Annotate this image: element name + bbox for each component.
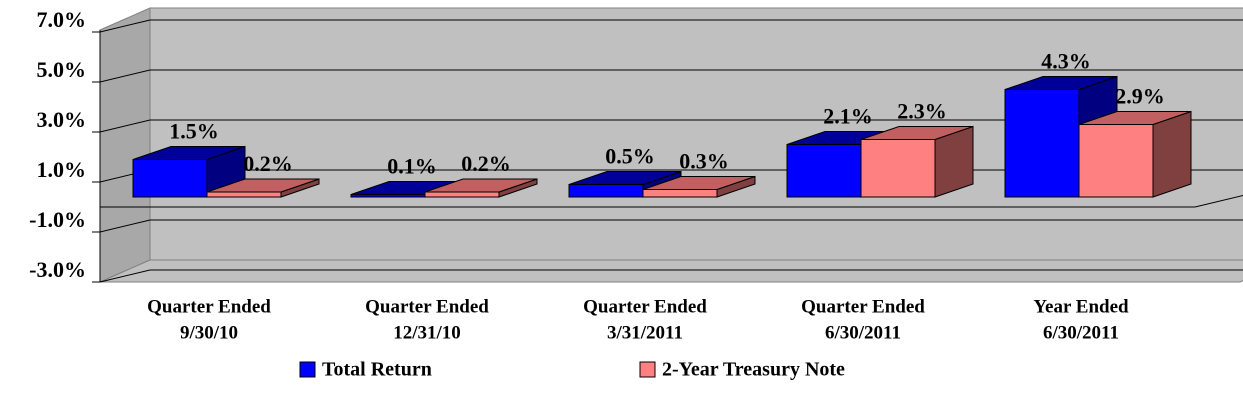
y-tick-label: 1.0% xyxy=(37,157,87,182)
x-tick-label: Quarter Ended xyxy=(801,296,925,317)
bar xyxy=(1004,89,1080,198)
value-label: 2.3% xyxy=(897,99,947,124)
value-label: 0.2% xyxy=(243,151,293,176)
y-tick-label: -1.0% xyxy=(29,207,86,232)
side-wall xyxy=(99,7,151,283)
bar-top xyxy=(568,171,682,185)
value-label: 0.1% xyxy=(387,154,437,179)
value-label: 0.5% xyxy=(605,144,655,169)
x-tick-label: Quarter Ended xyxy=(365,296,489,317)
legend-label: 2-Year Treasury Note xyxy=(662,359,845,381)
bar-top xyxy=(642,176,756,190)
x-tick-label: Quarter Ended xyxy=(147,296,271,317)
grid-line xyxy=(99,119,151,133)
x-tick-label: 3/31/2011 xyxy=(607,322,683,343)
bar xyxy=(206,191,282,198)
value-label: 0.3% xyxy=(679,149,729,174)
value-label: 2.9% xyxy=(1115,84,1165,109)
bar xyxy=(424,191,500,198)
floor xyxy=(99,259,1243,283)
y-tick-label: 5.0% xyxy=(37,57,87,82)
zero-line xyxy=(1194,194,1243,208)
bar-top xyxy=(1004,76,1118,90)
x-tick-label: Year Ended xyxy=(1033,296,1129,317)
bar xyxy=(860,139,936,198)
bar-side xyxy=(1152,110,1192,198)
x-tick-label: 6/30/2011 xyxy=(825,322,901,343)
bar-top xyxy=(860,126,974,140)
legend-swatch xyxy=(299,361,316,378)
grid-line xyxy=(99,269,151,283)
value-label: 4.3% xyxy=(1041,49,1091,74)
value-label: 0.2% xyxy=(461,151,511,176)
grid-line xyxy=(99,69,151,83)
bar-top xyxy=(424,178,538,193)
bar xyxy=(642,189,718,198)
bar xyxy=(568,184,644,198)
legend-label: Total Return xyxy=(322,359,432,381)
grid-line xyxy=(99,219,151,233)
legend-swatch xyxy=(639,361,656,378)
bar-top xyxy=(132,146,246,160)
x-tick-label: 6/30/2011 xyxy=(1043,322,1119,343)
value-label: 1.5% xyxy=(169,119,219,144)
bar xyxy=(132,159,208,198)
value-label: 2.1% xyxy=(823,104,873,129)
bar-top xyxy=(206,178,320,193)
grid-line xyxy=(99,19,151,33)
bar-top xyxy=(1078,111,1192,125)
y-tick-label: 3.0% xyxy=(37,107,87,132)
y-tick-label: 7.0% xyxy=(37,7,87,32)
bar xyxy=(786,144,862,198)
x-tick-label: 9/30/10 xyxy=(180,322,238,343)
y-tick-label: -3.0% xyxy=(29,257,86,282)
bar xyxy=(1078,124,1154,198)
x-tick-label: 12/31/10 xyxy=(393,322,461,343)
x-tick-label: Quarter Ended xyxy=(583,296,707,317)
